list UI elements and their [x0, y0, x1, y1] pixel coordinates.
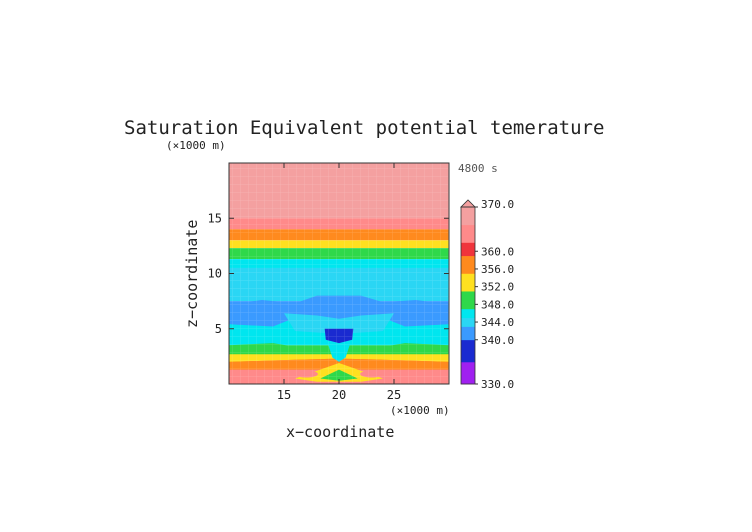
colorbar-segment [461, 291, 475, 296]
colorbar-label: 348.0 [481, 298, 514, 311]
colorbar-segment [461, 237, 475, 243]
plot-area [228, 162, 450, 385]
colorbar-segment [461, 268, 475, 274]
colorbar-segment [461, 366, 475, 372]
colorbar-frame [460, 206, 476, 385]
colorbar-segment [461, 308, 475, 314]
z-tick-label: 15 [208, 211, 222, 225]
colorbar-segment [461, 282, 475, 288]
colorbar-segment [461, 353, 475, 358]
colorbar-segment [461, 339, 475, 345]
colorbar-segment [461, 344, 475, 349]
colorbar-segment [461, 326, 475, 332]
x-tick-label: 20 [332, 388, 346, 402]
colorbar-segment [461, 229, 475, 234]
colorbar-segment [461, 273, 475, 279]
colorbar-segment [461, 375, 475, 380]
colorbar-label: 356.0 [481, 263, 514, 276]
colorbar-segment [461, 317, 475, 323]
colorbar-segment [461, 277, 475, 283]
x-axis-label: x−coordinate [286, 423, 394, 441]
colorbar-label: 330.0 [481, 378, 514, 391]
colorbar-segment [461, 207, 475, 212]
colorbar-segment [461, 246, 475, 252]
z-axis: 5 10 15 [208, 211, 449, 336]
colorbar-segment [461, 304, 475, 310]
colorbar-label: 370.0 [481, 198, 514, 211]
z-unit-label: (×1000 m) [166, 139, 226, 152]
colorbar-segment [461, 330, 475, 336]
colorbar-segment [461, 299, 475, 305]
colorbar-segment [461, 215, 475, 221]
colorbar-segment [461, 242, 475, 248]
colorbar-segment [461, 379, 475, 385]
colorbar-segment [461, 370, 475, 376]
x-tick-label: 15 [277, 388, 291, 402]
colorbar-segment [461, 255, 475, 261]
colorbar-segment [461, 220, 475, 226]
z-tick-label: 5 [215, 322, 222, 336]
colorbar-segment [461, 322, 475, 327]
colorbar-segment [461, 286, 475, 292]
time-label: 4800 s [458, 162, 498, 175]
x-unit-label: (×1000 m) [390, 404, 450, 417]
chart-title: Saturation Equivalent potential temeratu… [124, 117, 604, 139]
z-tick-label: 10 [208, 267, 222, 281]
colorbar: 370.0 360.0 356.0 352.0 348.0 344.0 340.0 330.0 [460, 198, 514, 391]
colorbar-label: 344.0 [481, 316, 514, 329]
colorbar-segment [461, 233, 475, 239]
colorbar-segment [461, 335, 475, 341]
colorbar-segment [461, 211, 475, 217]
colorbar-segment [461, 260, 475, 265]
x-axis: 15 20 25 [277, 163, 401, 402]
x-tick-label: 25 [387, 388, 401, 402]
colorbar-segment [461, 295, 475, 301]
colorbar-segment [461, 264, 475, 270]
colorbar-segment [461, 361, 475, 367]
colorbar-segment [461, 348, 475, 354]
z-axis-label: z−coordinate [183, 220, 201, 328]
colorbar-segment [461, 251, 475, 257]
colorbar-segment [461, 224, 475, 230]
colorbar-segment [461, 313, 475, 319]
colorbar-extend-max [460, 199, 476, 208]
colorbar-segment [461, 357, 475, 363]
colorbar-label: 352.0 [481, 281, 514, 294]
colorbar-label: 360.0 [481, 245, 514, 258]
colorbar-label: 340.0 [481, 334, 514, 347]
